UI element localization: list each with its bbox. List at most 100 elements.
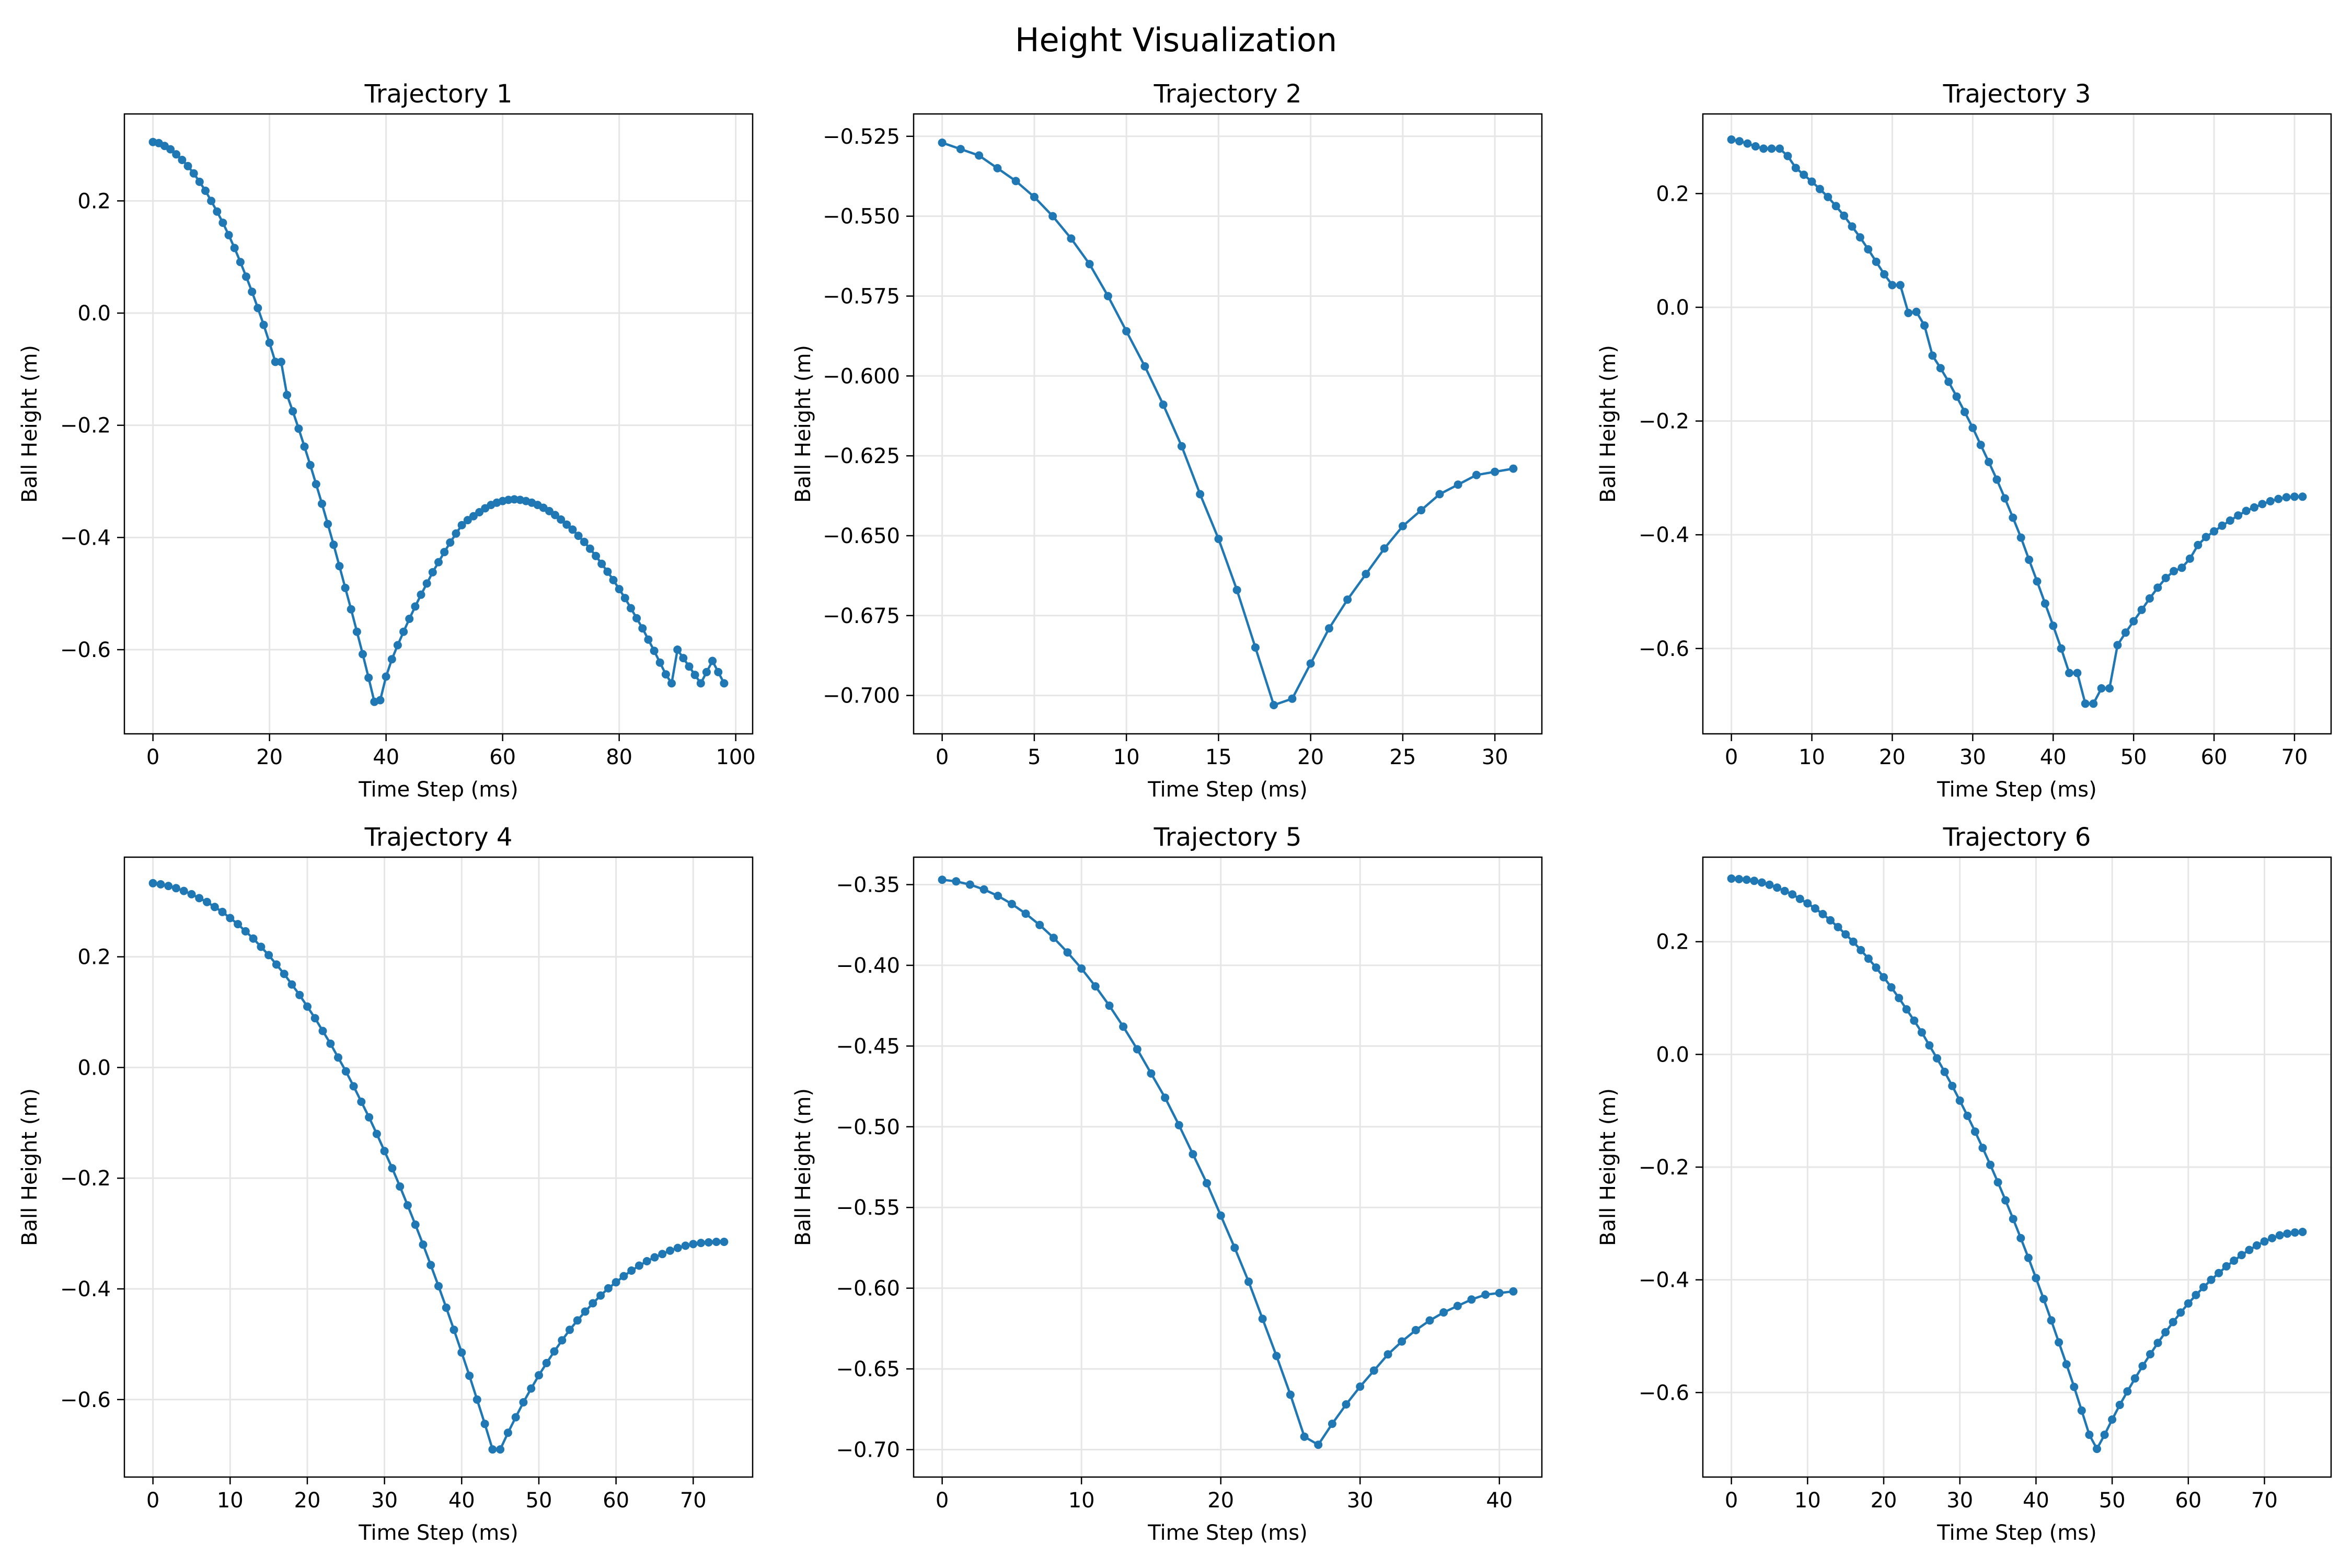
data-point	[1848, 222, 1857, 231]
x-tick-label: 100	[716, 745, 755, 769]
axes-frame	[123, 856, 754, 1478]
data-point	[434, 1282, 443, 1290]
data-point	[1369, 1366, 1378, 1375]
y-tick-label: 0.0	[1656, 296, 1689, 320]
data-point	[300, 442, 309, 451]
data-point	[2237, 1251, 2246, 1260]
data-point	[218, 907, 227, 916]
data-point	[213, 207, 222, 216]
data-point	[276, 358, 285, 366]
data-point	[581, 1307, 590, 1316]
data-point	[1048, 212, 1057, 221]
data-point	[2073, 668, 2082, 677]
data-point	[1888, 281, 1897, 290]
data-point	[236, 258, 245, 267]
series-line	[1731, 877, 2303, 1450]
x-tick-label: 0	[936, 745, 949, 769]
data-point	[1902, 1005, 1911, 1014]
y-tick-label: −0.70	[836, 1438, 900, 1462]
data-point	[1944, 377, 1953, 386]
data-point	[289, 407, 297, 416]
axes-frame	[913, 113, 1543, 735]
data-point	[2234, 511, 2243, 520]
y-tick-label: −0.40	[836, 954, 900, 978]
data-point	[1750, 877, 1759, 885]
data-point	[1896, 281, 1905, 290]
data-point	[1481, 1290, 1490, 1299]
y-tick-label: −0.55	[836, 1196, 900, 1220]
data-point	[2039, 1295, 2048, 1304]
data-point	[1288, 694, 1297, 703]
data-point	[399, 627, 408, 636]
data-point	[2065, 668, 2073, 677]
data-point	[1362, 570, 1370, 579]
x-tick-label: 10	[217, 1489, 244, 1513]
x-tick-label: 70	[680, 1489, 707, 1513]
data-point	[382, 672, 390, 681]
x-tick-label: 50	[2099, 1489, 2126, 1513]
data-point	[1855, 233, 1864, 242]
x-tick-label: 10	[1798, 745, 1825, 769]
data-point	[714, 667, 723, 676]
data-point	[312, 480, 320, 489]
x-tick-label: 10	[1068, 1489, 1095, 1513]
data-point	[2207, 1275, 2216, 1284]
data-point	[2170, 567, 2178, 575]
subplot-2: 0 5 10 15 20 25 30 −0.525 −0.550 −0.575 −0.600 −0.6…	[791, 79, 1543, 802]
data-point	[720, 679, 729, 688]
y-tick-label: −0.600	[823, 364, 900, 388]
data-point	[496, 1445, 505, 1454]
y-tick-label: 0.2	[77, 946, 111, 970]
series-line	[941, 141, 1514, 707]
x-tick-label: 20	[1871, 1489, 1897, 1513]
x-tick-label: 70	[2251, 1489, 2278, 1513]
data-point	[1380, 544, 1389, 553]
data-point	[2222, 1262, 2231, 1271]
y-tick-label: 0.0	[1656, 1043, 1689, 1067]
data-point	[1970, 1127, 1979, 1136]
subplot-title: Trajectory 5	[1154, 823, 1302, 852]
y-tick-label: −0.675	[823, 604, 900, 628]
data-point	[690, 671, 699, 679]
data-point	[566, 1325, 574, 1334]
data-point	[619, 1272, 628, 1281]
x-tick-label: 20	[1207, 1489, 1234, 1513]
data-point	[1961, 408, 1969, 417]
x-tick-label: 0	[1725, 1489, 1738, 1513]
y-tick-label: −0.65	[836, 1357, 900, 1381]
data-point	[2252, 1241, 2261, 1250]
data-point	[218, 218, 227, 227]
data-point	[234, 920, 243, 929]
data-point	[272, 960, 281, 969]
data-point	[2138, 1362, 2147, 1370]
data-point	[295, 990, 304, 999]
data-point	[1398, 522, 1407, 531]
y-tick-label: −0.6	[1639, 637, 1689, 661]
data-point	[603, 567, 612, 576]
data-point	[1759, 144, 1768, 153]
data-point	[661, 670, 670, 679]
data-point	[1258, 1315, 1267, 1323]
y-axis-label: Ball Height (m)	[18, 1088, 42, 1246]
data-point	[1189, 1150, 1197, 1159]
data-point	[956, 145, 965, 154]
x-tick-label: 40	[2040, 745, 2067, 769]
x-axis-label: Time Step (ms)	[1936, 1521, 2096, 1545]
data-point	[542, 1358, 551, 1367]
data-point	[403, 1201, 412, 1210]
data-point	[568, 525, 577, 534]
data-point	[562, 520, 571, 529]
data-point	[2283, 1229, 2292, 1238]
data-point	[1751, 142, 1760, 151]
data-point	[1343, 595, 1352, 604]
data-point	[148, 879, 157, 887]
data-point	[2113, 641, 2122, 650]
x-axis-label: Time Step (ms)	[358, 1521, 518, 1545]
data-point	[2146, 1350, 2154, 1358]
data-point	[627, 1266, 636, 1275]
data-point	[1435, 490, 1444, 499]
x-tick-label: 40	[1486, 1489, 1513, 1513]
data-point	[1933, 1054, 1941, 1063]
data-point	[1978, 1144, 1987, 1152]
data-point	[2192, 1290, 2200, 1299]
